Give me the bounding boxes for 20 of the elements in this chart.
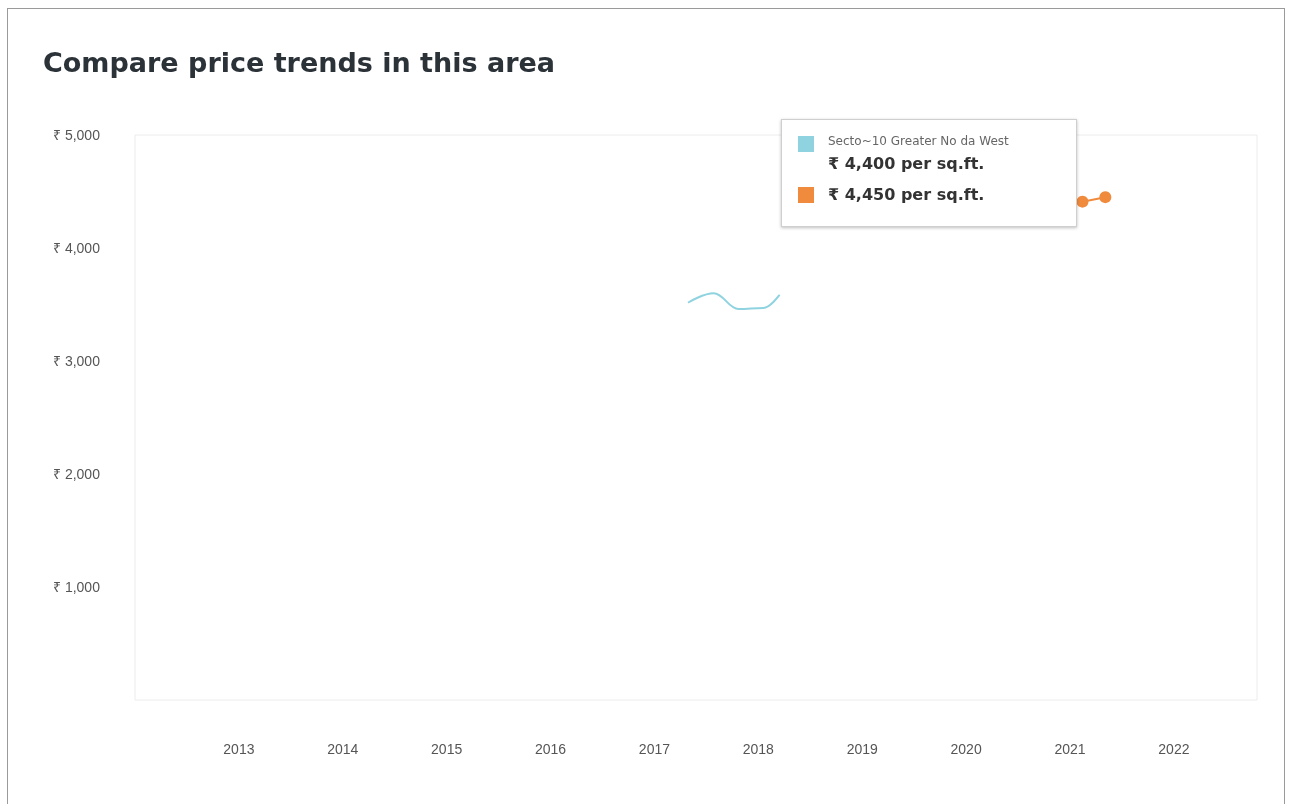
y-tick-label: ₹ 2,000 [53,466,101,482]
y-tick-label: ₹ 1,000 [53,579,101,595]
x-tick-label: 2020 [950,741,982,757]
x-tick-label: 2014 [327,741,359,757]
x-tick-label: 2013 [223,741,255,757]
y-tick-label: ₹ 4,000 [53,240,101,256]
y-tick-label: ₹ 5,000 [53,127,101,143]
x-tick-label: 2016 [534,741,567,757]
chart-title: Compare price trends in this area [43,47,556,78]
x-tick-label: 2015 [431,741,463,757]
x-tick-label: 2022 [1158,741,1190,757]
line-series [687,292,781,311]
annotation: ₹ 4,400 per sq.ft. [828,154,986,173]
x-tick-label: 2019 [846,741,878,757]
x-tick-label: 2017 [638,741,671,757]
legend-label: Secto~10 Greater No da West [828,134,1009,148]
x-tick-label: 2021 [1054,741,1086,757]
x-tick-label: 2018 [742,741,775,757]
annotation: ₹ 4,450 per sq.ft. [828,185,985,204]
y-tick-label: ₹ 3,000 [53,353,101,369]
